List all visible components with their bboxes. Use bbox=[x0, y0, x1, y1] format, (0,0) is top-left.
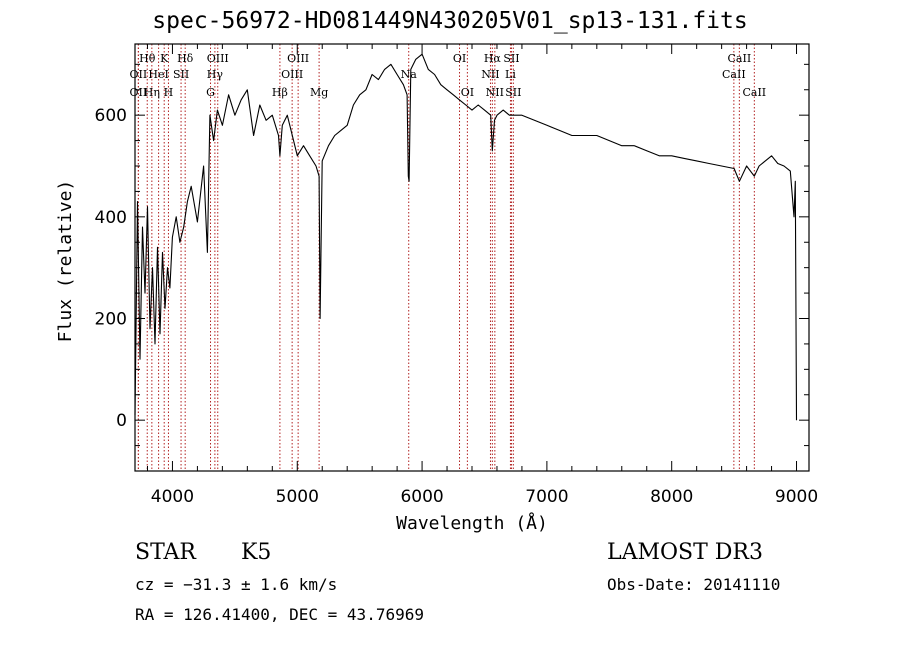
line-label: CaII bbox=[742, 86, 766, 99]
line-label: Mg bbox=[310, 86, 328, 99]
y-tick-label: 400 bbox=[95, 208, 127, 228]
object-subclass: K5 bbox=[241, 540, 272, 565]
line-label: Hα bbox=[484, 52, 502, 65]
line-label: OI bbox=[453, 52, 466, 65]
line-label: Hδ bbox=[177, 52, 194, 65]
line-label: SII bbox=[173, 68, 189, 81]
line-label: OI bbox=[461, 86, 474, 99]
x-tick-label: 4000 bbox=[151, 487, 194, 507]
y-axis: 0 200 400 600 bbox=[95, 63, 809, 472]
line-label: OIII bbox=[287, 52, 309, 65]
plot-frame bbox=[134, 43, 810, 472]
y-tick-label: 200 bbox=[95, 310, 127, 330]
x-axis-label: Wavelength (Å) bbox=[396, 512, 548, 534]
line-label: SII bbox=[505, 86, 521, 99]
line-label: Na bbox=[401, 68, 418, 81]
x-tick-label: 9000 bbox=[775, 487, 818, 507]
object-class: STAR bbox=[135, 540, 196, 565]
line-label: H bbox=[164, 86, 174, 99]
line-label: NII bbox=[481, 68, 499, 81]
x-tick-label: 6000 bbox=[400, 487, 443, 507]
x-tick-label: 5000 bbox=[276, 487, 319, 507]
line-label: CaII bbox=[722, 68, 746, 81]
line-label: Hθ bbox=[139, 52, 156, 65]
line-label: OII bbox=[130, 86, 148, 99]
spectrum-line bbox=[134, 53, 798, 421]
survey-name: LAMOST DR3 bbox=[607, 540, 763, 565]
observation-date: Obs-Date: 20141110 bbox=[607, 575, 781, 594]
line-label: G bbox=[206, 86, 215, 99]
y-tick-label: 600 bbox=[95, 106, 127, 126]
line-label: HeI bbox=[148, 68, 168, 81]
line-label: Hη bbox=[144, 86, 160, 99]
line-label: SII bbox=[503, 52, 519, 65]
line-label: OIII bbox=[207, 52, 229, 65]
line-label: CaII bbox=[728, 52, 752, 65]
line-label: Hγ bbox=[207, 68, 224, 81]
radial-velocity: cz = −31.3 ± 1.6 km/s bbox=[135, 575, 338, 594]
y-axis-label: Flux (relative) bbox=[55, 180, 76, 343]
coordinates: RA = 126.41400, DEC = 43.76969 bbox=[135, 605, 424, 624]
series-layer bbox=[134, 53, 798, 421]
line-label: NII bbox=[486, 86, 504, 99]
y-tick-label: 0 bbox=[116, 411, 127, 431]
x-tick-label: 8000 bbox=[650, 487, 693, 507]
line-label: Li bbox=[505, 68, 516, 81]
line-label: OII bbox=[130, 68, 148, 81]
chart-title: spec-56972-HD081449N430205V01_sp13-131.f… bbox=[152, 8, 748, 34]
x-tick-label: 7000 bbox=[525, 487, 568, 507]
line-label: K bbox=[160, 52, 169, 65]
x-axis: 4000 5000 6000 7000 8000 9000 bbox=[146, 44, 818, 507]
line-label: OIII bbox=[281, 68, 303, 81]
line-label: Hβ bbox=[272, 86, 288, 99]
spectral-line-markers bbox=[137, 44, 755, 471]
